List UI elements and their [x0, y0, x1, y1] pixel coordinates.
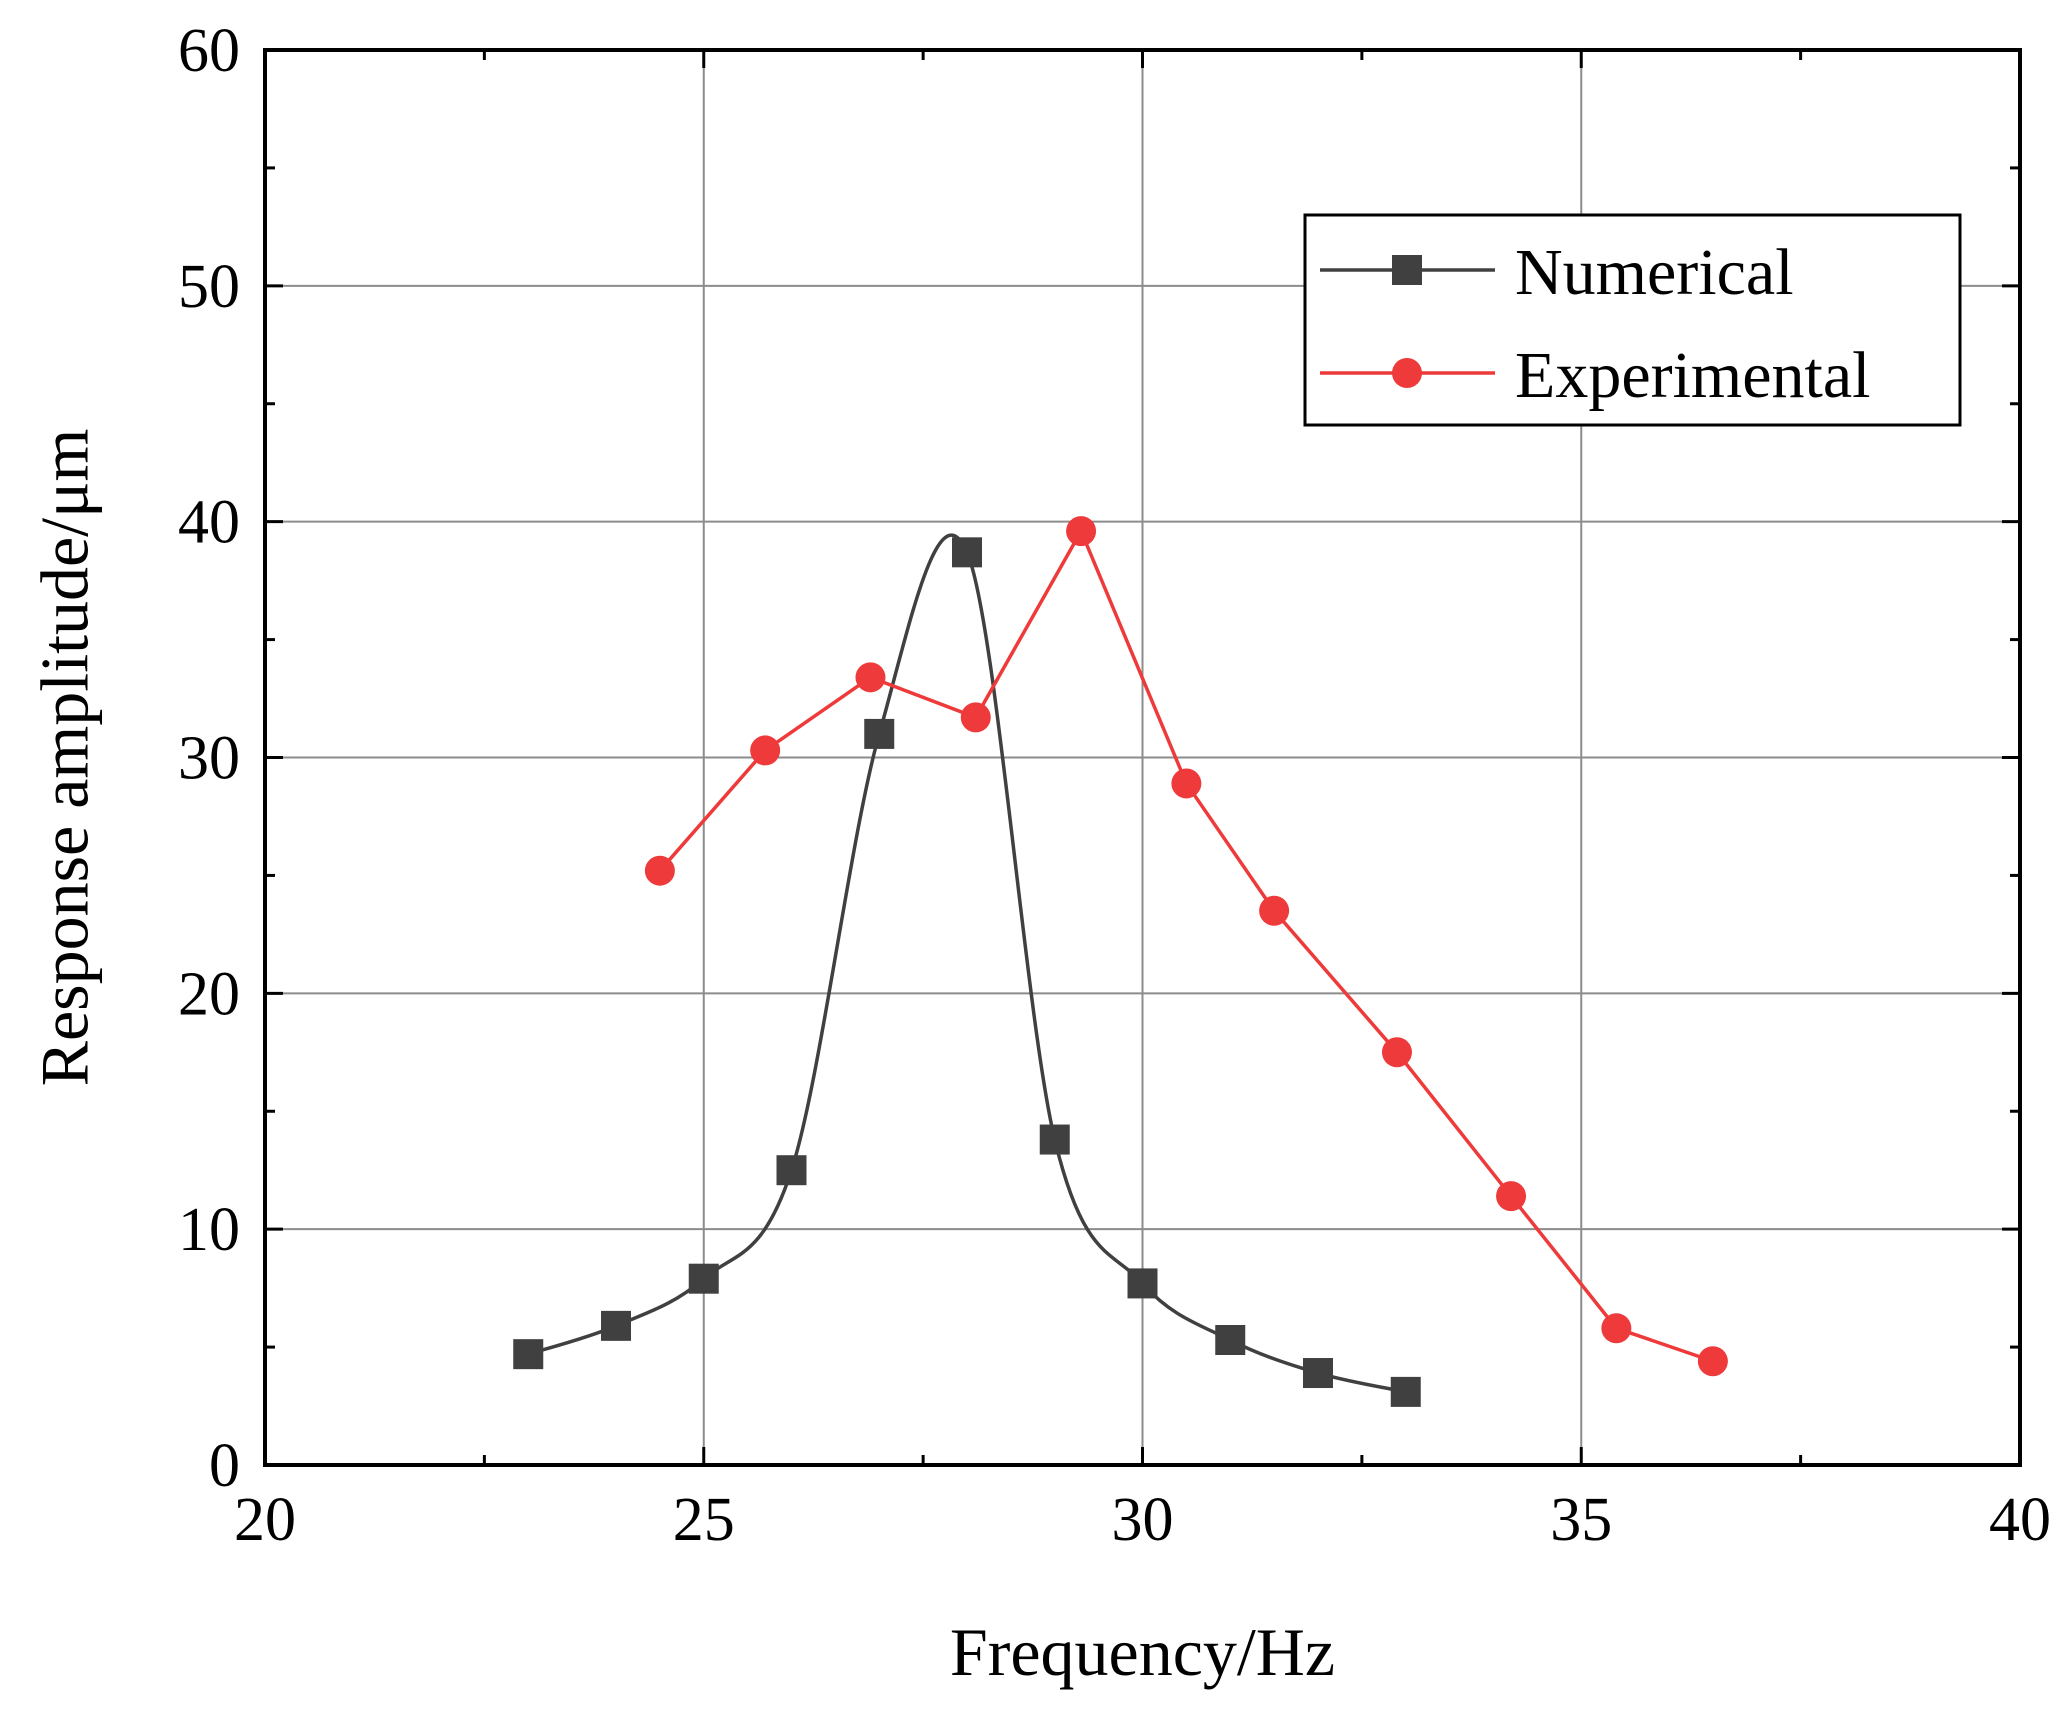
y-axis-title: Response amplitude/μm	[27, 429, 103, 1087]
ticks: 20 25 30 35 40 0 10 20 30 40 50 60	[178, 17, 2051, 1554]
data-point-numerical	[1127, 1268, 1158, 1299]
data-point-numerical	[864, 718, 895, 749]
data-point-numerical	[1390, 1376, 1421, 1407]
legend-label-numerical: Numerical	[1515, 236, 1794, 309]
data-point-numerical	[688, 1263, 719, 1294]
y-tick-label: 50	[178, 253, 240, 321]
legend-box	[1303, 213, 1962, 427]
y-tick-label: 40	[178, 489, 240, 557]
data-point-experimental	[1259, 895, 1290, 926]
legend-label-experimental: Experimental	[1515, 339, 1871, 412]
data-point-experimental	[644, 855, 675, 886]
data-point-numerical	[952, 537, 982, 568]
x-tick-label: 20	[234, 1486, 296, 1554]
data-point-experimental	[1171, 768, 1202, 799]
data-point-numerical	[601, 1310, 631, 1341]
data-point-numerical	[513, 1339, 544, 1370]
data-point-numerical	[1303, 1358, 1333, 1389]
data-point-experimental	[960, 702, 991, 733]
y-tick-label: 10	[178, 1196, 240, 1264]
y-tick-label: 0	[209, 1432, 240, 1500]
x-tick-label: 30	[1112, 1486, 1174, 1554]
data-point-experimental	[1381, 1037, 1412, 1068]
data-point-experimental	[855, 662, 886, 693]
x-axis-title: Frequency/Hz	[950, 1614, 1335, 1690]
series-line-experimental	[658, 527, 1714, 1363]
legend-marker-experimental	[1392, 358, 1422, 388]
data-point-experimental	[1601, 1313, 1632, 1344]
series-layer	[513, 516, 1728, 1407]
data-point-numerical	[1039, 1124, 1070, 1155]
legend-items	[1320, 255, 1495, 388]
legend-marker-numerical	[1392, 255, 1422, 285]
x-tick-label: 40	[1989, 1486, 2051, 1554]
x-tick-label: 25	[673, 1486, 735, 1554]
data-point-numerical	[776, 1155, 807, 1186]
data-point-experimental	[1496, 1181, 1527, 1212]
data-point-experimental	[1697, 1346, 1728, 1377]
y-tick-label: 30	[178, 725, 240, 793]
data-point-experimental	[750, 735, 781, 766]
x-tick-label: 35	[1550, 1486, 1612, 1554]
data-point-experimental	[1066, 516, 1097, 547]
y-tick-label: 60	[178, 17, 240, 85]
y-tick-label: 20	[178, 960, 240, 1028]
legend: Numerical Experimental	[1303, 213, 1962, 427]
series-line-numerical	[527, 533, 1407, 1394]
data-point-numerical	[1215, 1325, 1246, 1356]
series-experimental	[644, 516, 1728, 1377]
series-numerical	[513, 533, 1421, 1407]
